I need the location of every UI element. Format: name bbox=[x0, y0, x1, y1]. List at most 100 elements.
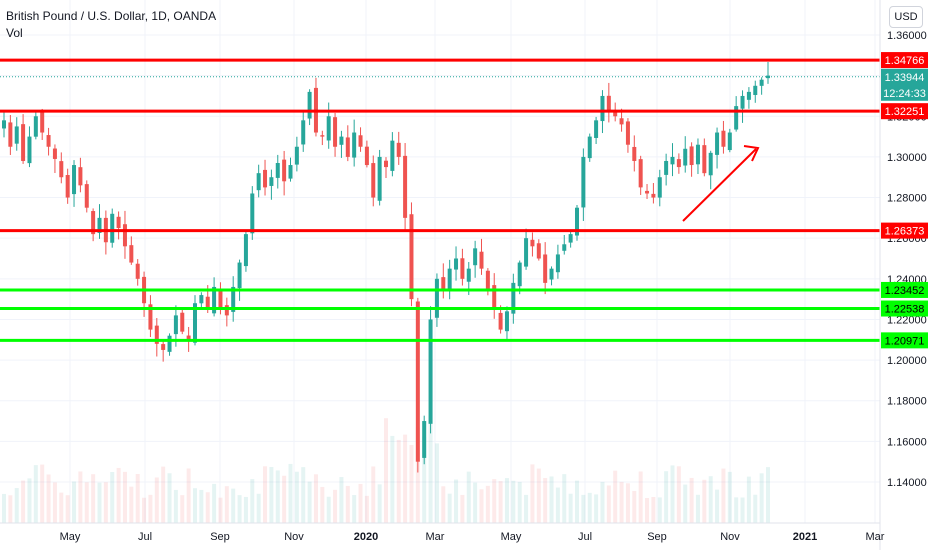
candle-body bbox=[625, 121, 630, 145]
candle-body bbox=[52, 148, 57, 159]
volume-bar bbox=[434, 443, 439, 523]
candle-body bbox=[492, 285, 497, 310]
volume-bar bbox=[148, 494, 153, 523]
candle-body bbox=[199, 295, 204, 304]
volume-bar bbox=[613, 470, 618, 523]
volume-bar bbox=[664, 471, 669, 523]
candle-body bbox=[263, 169, 268, 188]
time-tick-label: Mar bbox=[426, 531, 445, 543]
candle-body bbox=[180, 312, 185, 332]
candle-body bbox=[384, 160, 388, 168]
volume-bar bbox=[110, 471, 115, 523]
volume-bar bbox=[403, 434, 408, 523]
candle-body bbox=[21, 124, 26, 161]
currency-button[interactable]: USD bbox=[889, 6, 923, 28]
candle-body bbox=[645, 190, 650, 194]
volume-bar bbox=[72, 481, 77, 523]
candle-body bbox=[670, 156, 675, 165]
volume-bar bbox=[721, 468, 726, 523]
volume-bar bbox=[606, 485, 611, 523]
candle-body bbox=[345, 137, 350, 157]
volume-bar bbox=[135, 473, 140, 523]
candle-body bbox=[632, 146, 637, 161]
candle-body bbox=[307, 91, 312, 119]
candle-body bbox=[434, 278, 439, 318]
volume-bar bbox=[492, 479, 497, 523]
candle-body bbox=[613, 110, 618, 117]
volume-bar bbox=[485, 485, 490, 523]
price-tick-label: 1.16000 bbox=[887, 436, 927, 448]
volume-bar bbox=[759, 473, 764, 523]
candle-body bbox=[78, 167, 83, 186]
volume-bar bbox=[326, 496, 331, 523]
candle-body bbox=[638, 159, 643, 188]
volume-bar bbox=[33, 465, 38, 523]
candle-body bbox=[173, 315, 178, 335]
candle-body bbox=[708, 152, 713, 176]
candlesticks bbox=[2, 62, 770, 473]
candle-body bbox=[575, 207, 579, 236]
candle-body bbox=[65, 175, 70, 198]
price-tick-label: 1.20000 bbox=[887, 355, 927, 367]
candle-body bbox=[148, 304, 153, 330]
candle-body bbox=[129, 245, 134, 263]
candle-body bbox=[664, 160, 669, 175]
candle-body bbox=[715, 132, 720, 155]
support-level-tag bbox=[881, 300, 928, 317]
candle-body bbox=[294, 146, 299, 165]
trend-arrow[interactable] bbox=[682, 145, 760, 222]
candle-body bbox=[409, 214, 414, 300]
time-tick-label: Nov bbox=[720, 531, 740, 543]
volume-bar bbox=[161, 466, 166, 523]
candle-body bbox=[212, 286, 217, 314]
volume-bar bbox=[193, 488, 197, 523]
candle-body bbox=[676, 159, 681, 168]
candle-body bbox=[447, 268, 452, 291]
volume-bar bbox=[587, 492, 592, 523]
volume-bar bbox=[740, 497, 745, 523]
volume-bar bbox=[689, 477, 694, 523]
volume-bar bbox=[231, 488, 236, 523]
volume-bar bbox=[154, 477, 159, 523]
candle-body bbox=[530, 239, 535, 247]
volume-bar bbox=[676, 466, 681, 523]
volume-bar bbox=[122, 471, 127, 523]
volume-bar bbox=[345, 485, 350, 523]
time-tick-label: May bbox=[60, 531, 81, 543]
volume-bar bbox=[103, 482, 108, 523]
candle-body bbox=[524, 238, 529, 267]
candle-body bbox=[460, 258, 465, 279]
candle-body bbox=[619, 118, 624, 125]
volume-bar bbox=[390, 435, 395, 523]
volume-bar bbox=[645, 497, 650, 523]
candle-body bbox=[186, 335, 191, 340]
volume-bar bbox=[409, 444, 414, 523]
volume-bar bbox=[657, 497, 662, 523]
volume-bar bbox=[14, 488, 19, 523]
level-price-label: 1.34766 bbox=[885, 55, 925, 67]
candle-body bbox=[606, 95, 611, 113]
candle-body bbox=[154, 325, 159, 344]
candle-body bbox=[689, 146, 694, 166]
time-axis[interactable]: May Jul Sep Nov 2020 Mar May Jul Sep Nov 2021 Mar bbox=[0, 522, 885, 543]
volume-bar bbox=[205, 492, 210, 523]
volume-bar bbox=[212, 483, 217, 523]
candle-body bbox=[562, 244, 567, 251]
candle-body bbox=[97, 217, 102, 233]
volume-bar bbox=[8, 495, 13, 523]
candle-body bbox=[721, 130, 726, 147]
support-level-tag bbox=[881, 281, 928, 298]
candle-body bbox=[205, 296, 210, 310]
volume-bar bbox=[708, 476, 713, 523]
volume-bar bbox=[727, 471, 732, 523]
volume-bar bbox=[173, 489, 178, 523]
candle-body bbox=[727, 132, 732, 151]
volume-bar bbox=[282, 475, 287, 523]
candle-body bbox=[695, 144, 700, 165]
last-price-tag bbox=[881, 68, 928, 101]
volume-bar bbox=[263, 466, 268, 523]
candle-body bbox=[428, 319, 433, 424]
price-tick-label: 1.14000 bbox=[887, 477, 927, 489]
candle-body bbox=[600, 95, 605, 122]
